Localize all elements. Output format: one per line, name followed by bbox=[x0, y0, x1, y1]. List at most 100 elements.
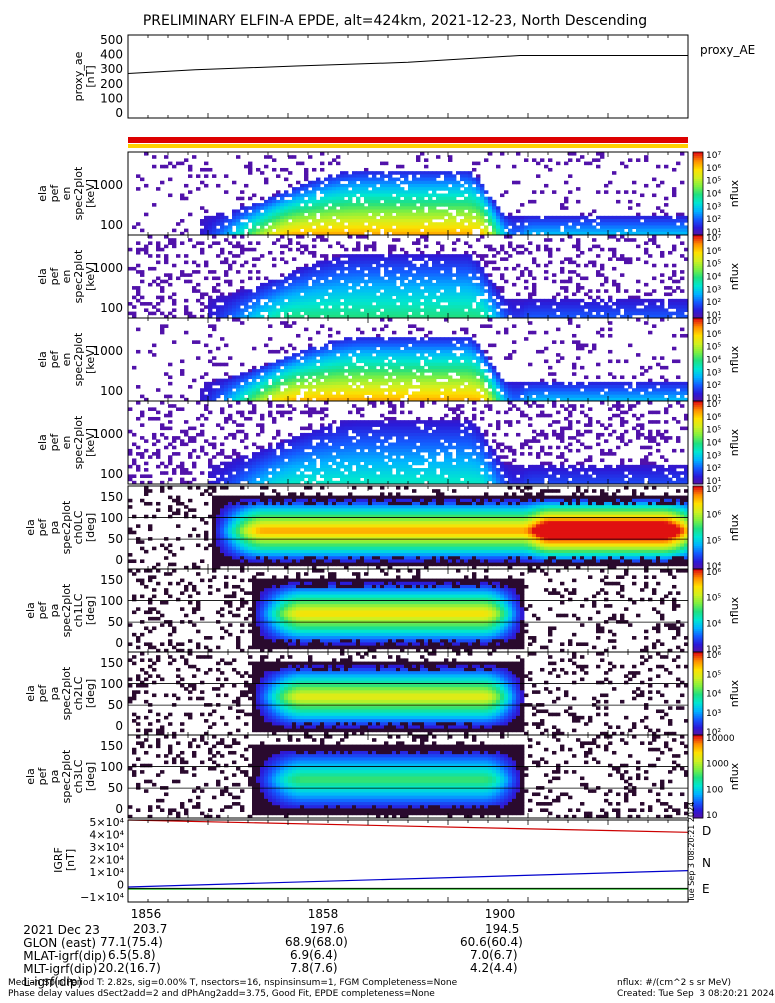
proxy-ae-ylabel: proxy_ae[nT] bbox=[72, 51, 97, 101]
pitch-tick-label: 100 bbox=[100, 677, 123, 691]
colorbar-label: nflux bbox=[728, 762, 741, 790]
colorbar-label: nflux bbox=[728, 262, 741, 290]
colorbar-tick-label: 10⁶ bbox=[706, 651, 721, 661]
ylabel-line: [keV] bbox=[84, 262, 97, 291]
colorbar-tick-label: 10² bbox=[706, 215, 721, 225]
ephemeris-mlat-value-3: 60.6(60.4) bbox=[460, 935, 523, 949]
colorbar-tick-label: 10⁵ bbox=[706, 260, 721, 270]
colorbar-tick-label: 10⁵ bbox=[706, 670, 721, 680]
colorbar-7 bbox=[693, 652, 703, 736]
colorbar-tick-label: 10000 bbox=[706, 734, 735, 744]
colorbar-label: nflux bbox=[728, 179, 741, 207]
colorbar-tick-label: 10⁷ bbox=[706, 317, 721, 327]
igrf-tick-label: 4×10⁴ bbox=[89, 829, 124, 842]
pitch-tick-label: 0 bbox=[115, 553, 123, 567]
igrf-frame bbox=[128, 820, 688, 902]
colorbar-2 bbox=[693, 235, 703, 319]
status-bar-red bbox=[128, 137, 688, 143]
proxy-ae-tick-label: 500 bbox=[100, 33, 123, 47]
ylabel-line: [nT] bbox=[84, 65, 97, 87]
colorbar-tick-label: 10⁵ bbox=[706, 426, 721, 436]
ephemeris-l-value-2: 7.8(7.6) bbox=[290, 961, 338, 975]
ephemeris-glon-value-3: 194.5 bbox=[485, 922, 519, 936]
ephemeris-mlt-value-2: 6.9(6.4) bbox=[290, 948, 338, 962]
igrf-tick-label: 2×10⁴ bbox=[89, 854, 124, 867]
colorbar-tick-label: 10⁵ bbox=[706, 536, 721, 546]
colorbar-tick-label: 10⁴ bbox=[706, 690, 721, 700]
igrf-tick-label: 1×10⁴ bbox=[89, 866, 124, 879]
proxy-ae-legend: proxy_AE bbox=[700, 43, 755, 57]
ylabel-line: [deg] bbox=[84, 596, 97, 625]
colorbar-tick-label: 10 bbox=[706, 811, 718, 821]
pitch-spectrogram-4 bbox=[128, 735, 688, 818]
energy-tick-label: 100 bbox=[100, 301, 123, 315]
igrf-ylabel: IGRF[nT] bbox=[52, 847, 77, 873]
igrf-legend-E: E bbox=[702, 882, 710, 896]
colorbar-label: nflux bbox=[728, 428, 741, 456]
colorbar-tick-label: 10⁶ bbox=[706, 568, 721, 578]
energy-spectrogram-2 bbox=[128, 235, 688, 318]
status-bar-yellow bbox=[128, 144, 688, 148]
pitch-spectrogram-3 bbox=[128, 652, 688, 735]
proxy-ae-tick-label: 0 bbox=[115, 106, 123, 120]
pitch-tick-label: 0 bbox=[115, 636, 123, 650]
colorbar-tick-label: 10⁴ bbox=[706, 273, 721, 283]
pitch-tick-label: 100 bbox=[100, 760, 123, 774]
pitch-tick-label: 150 bbox=[100, 656, 123, 670]
colorbar-tick-label: 10³ bbox=[706, 202, 721, 212]
pitch-tick-label: 50 bbox=[108, 781, 123, 795]
colorbar-tick-label: 10⁶ bbox=[706, 511, 721, 521]
pitch-tick-label: 100 bbox=[100, 511, 123, 525]
igrf-tick-label: 0 bbox=[117, 879, 124, 892]
colorbar-tick-label: 10⁶ bbox=[706, 330, 721, 340]
ephemeris-l-value-3: 4.2(4.4) bbox=[470, 961, 518, 975]
ephemeris-mlt-value-3: 7.0(6.7) bbox=[470, 948, 518, 962]
colorbar-tick-label: 10⁷ bbox=[706, 485, 721, 495]
pitch-tick-label: 50 bbox=[108, 615, 123, 629]
ylabel-line: [keV] bbox=[84, 345, 97, 374]
energy-tick-label: 100 bbox=[100, 218, 123, 232]
igrf-tick-label: −1×10⁴ bbox=[80, 891, 124, 904]
proxy-ae-tick-label: 400 bbox=[100, 48, 123, 62]
ephemeris-l-value-1: 20.2(16.7) bbox=[98, 961, 161, 975]
ylabel-line: [deg] bbox=[84, 513, 97, 542]
energy-tick-label: 100 bbox=[100, 384, 123, 398]
colorbar-tick-label: 10⁵ bbox=[706, 343, 721, 353]
energy-spectrogram-1 bbox=[132, 152, 688, 235]
pitch-tick-label: 150 bbox=[100, 490, 123, 504]
created-vertical-label: Tue Sep 3 08:20:21 2024 bbox=[687, 802, 696, 903]
colorbar-6 bbox=[693, 569, 703, 653]
ylabel-line: [deg] bbox=[84, 762, 97, 791]
colorbar-tick-label: 10⁶ bbox=[706, 413, 721, 423]
ylabel-line: [keV] bbox=[84, 179, 97, 208]
spectrogram-images bbox=[128, 137, 703, 819]
colorbar-tick-label: 10⁶ bbox=[706, 247, 721, 257]
colorbar-tick-label: 10² bbox=[706, 464, 721, 474]
ylabel-line: [keV] bbox=[84, 428, 97, 457]
pitch-tick-label: 0 bbox=[115, 802, 123, 816]
time-tick-label: 1900 bbox=[485, 907, 516, 921]
time-tick-label: 1858 bbox=[308, 907, 339, 921]
colorbar-label: nflux bbox=[728, 345, 741, 373]
ephemeris-mlat-value-2: 68.9(68.0) bbox=[285, 935, 348, 949]
colorbar-tick-label: 10⁷ bbox=[706, 234, 721, 244]
footer-nflux-units: nflux: #/(cm^2 s sr MeV) bbox=[617, 978, 731, 988]
colorbar-label: nflux bbox=[728, 679, 741, 707]
colorbar-label: nflux bbox=[728, 596, 741, 624]
colorbar-4 bbox=[693, 401, 703, 485]
colorbar-1 bbox=[693, 152, 703, 236]
pitch-tick-label: 50 bbox=[108, 532, 123, 546]
colorbar-tick-label: 10² bbox=[706, 298, 721, 308]
ylabel-line: [deg] bbox=[84, 679, 97, 708]
colorbar-tick-label: 10⁵ bbox=[706, 177, 721, 187]
colorbar-tick-label: 10⁷ bbox=[706, 400, 721, 410]
ephemeris-mlat-value-1: 77.1(75.4) bbox=[100, 935, 163, 949]
pitch-tick-label: 150 bbox=[100, 573, 123, 587]
igrf-tick-label: 3×10⁴ bbox=[89, 841, 124, 854]
